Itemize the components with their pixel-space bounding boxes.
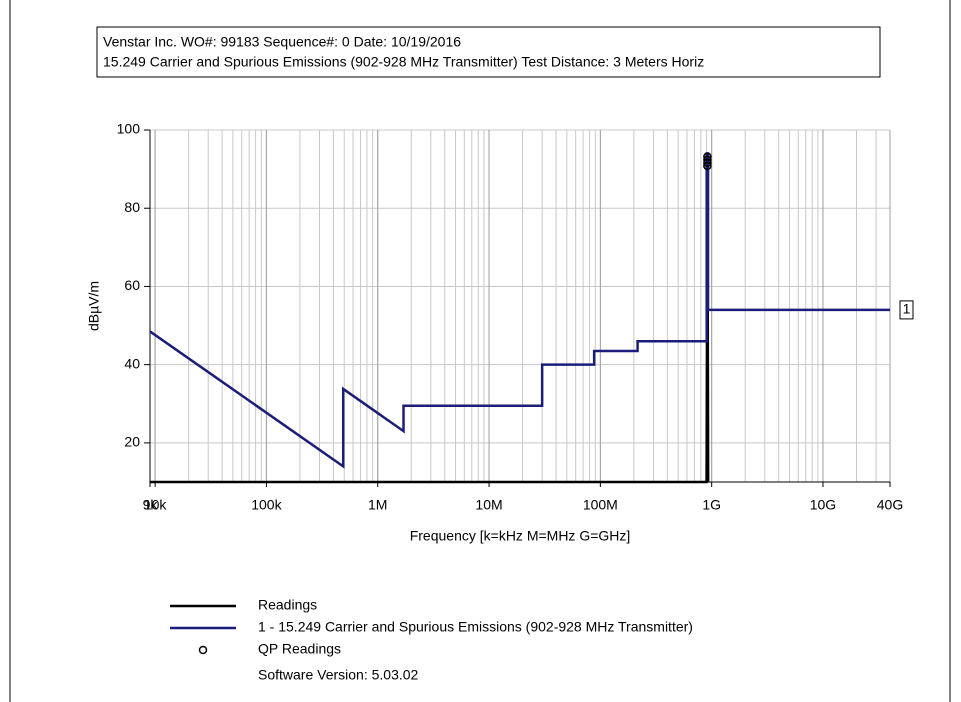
legend-label: 1 - 15.249 Carrier and Spurious Emission… [258,619,693,635]
y-tick-label: 40 [124,355,140,371]
y-tick-label: 80 [124,199,140,215]
x-tick-label: 10G [810,497,836,513]
x-tick-label: 100M [583,497,618,513]
y-tick-label: 100 [117,121,141,137]
y-tick-label: 60 [124,277,140,293]
header-line: Venstar Inc. WO#: 99183 Sequence#: 0 Dat… [103,34,461,50]
header-box [96,26,881,78]
y-axis-label: dBµV/m [86,281,102,331]
footer: Software Version: 5.03.02 [258,667,419,683]
series-line [150,161,710,484]
header-line: 15.249 Carrier and Spurious Emissions (9… [103,54,704,70]
frame [9,0,951,702]
x-axis-label: Frequency [k=kHz M=MHz G=GHz] [410,528,631,544]
limit-label-box [899,300,914,320]
y-tick-label: 20 [124,434,140,450]
x-tick-label: 9k [143,497,159,513]
x-tick-label: 40G [877,497,903,513]
x-tick-label: 1M [368,497,387,513]
legend-label: Readings [258,597,317,613]
qp-reading [703,158,712,168]
x-tick-label: 10M [475,497,502,513]
legend-label: QP Readings [258,641,341,657]
x-tick-label: 100k [251,497,282,513]
qp-reading [703,161,712,171]
legend-marker [198,645,208,655]
x-tick-label: 1G [702,497,721,513]
x-tick-label: 10k [144,497,168,513]
limit-label: 1 [903,301,911,317]
